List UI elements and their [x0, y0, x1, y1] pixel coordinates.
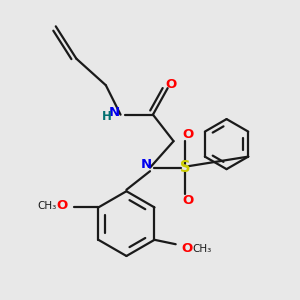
Text: O: O: [56, 200, 67, 212]
Text: O: O: [183, 194, 194, 207]
Text: CH₃: CH₃: [192, 244, 211, 254]
Text: N: N: [109, 106, 120, 119]
Text: O: O: [183, 128, 194, 141]
Text: N: N: [141, 158, 152, 171]
Text: S: S: [180, 160, 190, 175]
Text: CH₃: CH₃: [37, 201, 56, 211]
Text: O: O: [166, 78, 177, 91]
Text: O: O: [182, 242, 193, 255]
Text: H: H: [102, 110, 112, 123]
